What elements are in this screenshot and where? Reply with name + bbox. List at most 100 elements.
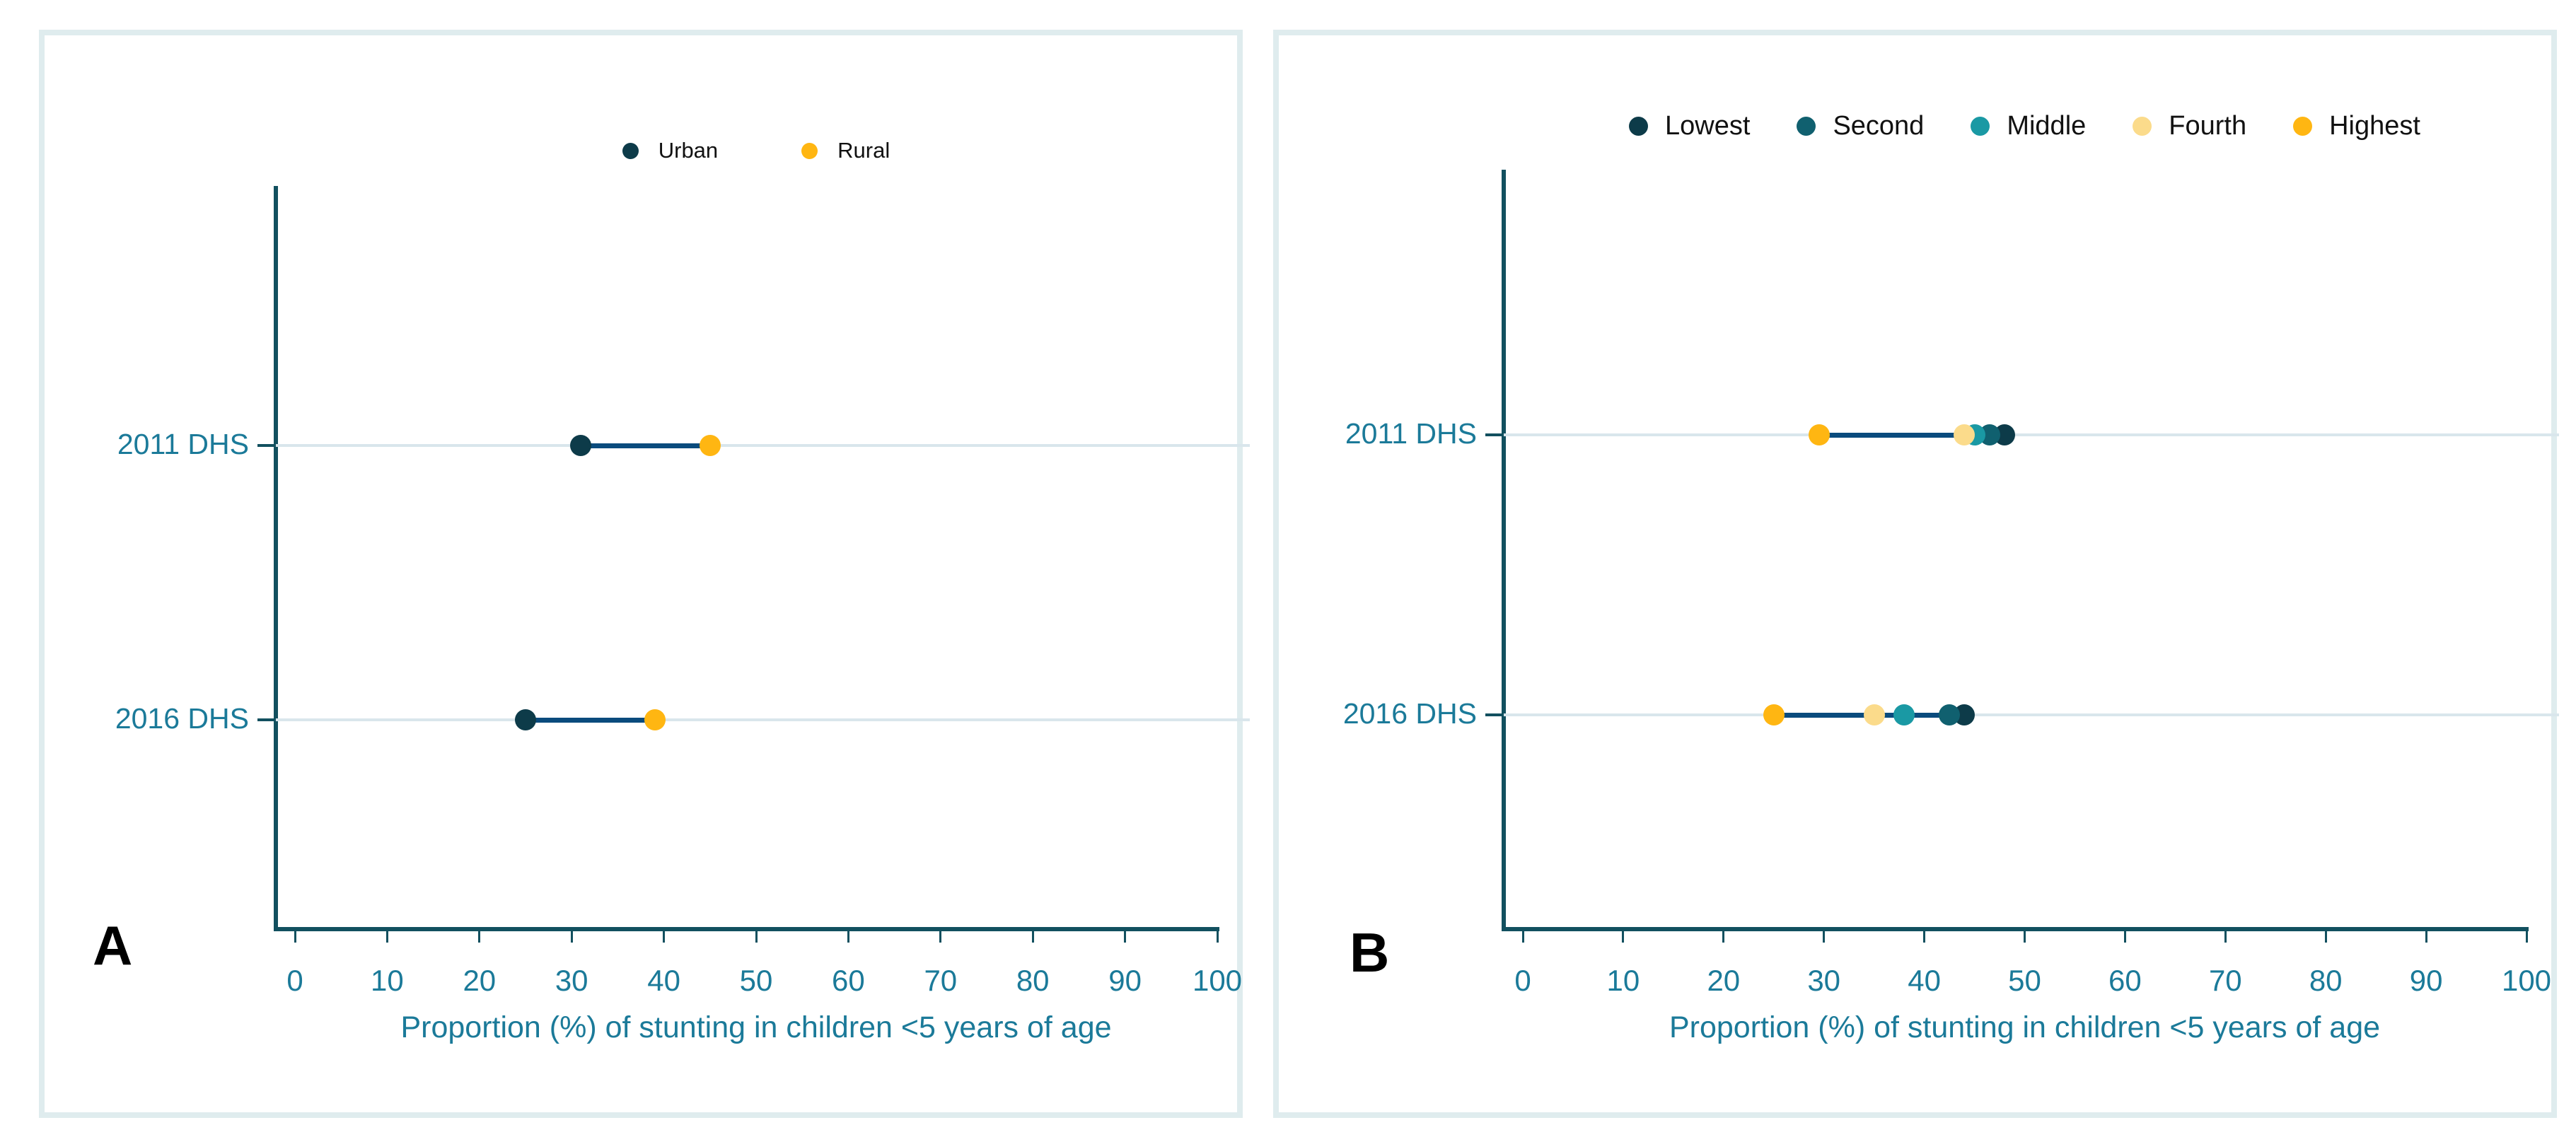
legend-item-highest: Highest: [2293, 111, 2420, 141]
x-tick-label: 30: [1807, 964, 1841, 997]
x-tick-mark: [294, 931, 296, 943]
x-tick-label: 40: [647, 964, 680, 997]
legend-item-middle: Middle: [1971, 111, 2086, 141]
legend: Lowest Second Middle Fourth Highest: [1523, 106, 2526, 146]
x-tick-label: 0: [286, 964, 303, 997]
legend-label: Middle: [2007, 110, 2087, 141]
legend-label: Highest: [2329, 110, 2420, 141]
x-tick-label: 30: [555, 964, 588, 997]
x-axis-line: [274, 927, 1219, 931]
y-tick-mark: [1485, 433, 1504, 436]
x-tick-label: 20: [463, 964, 497, 997]
x-tick-label: 50: [2008, 964, 2041, 997]
panel-b: Lowest Second Middle Fourth Highest 0 10 20 30 40…: [1273, 30, 2559, 1118]
category-gridline: [1504, 433, 2559, 436]
legend-dot-icon: [1629, 116, 1649, 136]
legend-label: Second: [1833, 110, 1925, 141]
panel-letter: B: [1350, 921, 1390, 984]
x-tick-mark: [755, 931, 758, 943]
legend-item-second: Second: [1797, 111, 1924, 141]
x-tick-mark: [847, 931, 849, 943]
legend-dot-icon: [801, 142, 818, 159]
x-tick-label: 50: [739, 964, 773, 997]
x-tick-mark: [478, 931, 481, 943]
panel-a-plot-area: Urban Rural 0 10 20 30 40 50 60 70 80 90 100 Proporti…: [45, 35, 1250, 1112]
legend-item-lowest: Lowest: [1629, 111, 1750, 141]
x-tick-mark: [1622, 931, 1625, 943]
x-tick-mark: [663, 931, 666, 943]
legend-item-fourth: Fourth: [2133, 111, 2246, 141]
legend-dot-icon: [2133, 116, 2152, 136]
x-tick-mark: [1031, 931, 1034, 943]
category-label: 2016 DHS: [1342, 697, 1477, 730]
x-tick-mark: [2123, 931, 2126, 943]
legend-dot-icon: [622, 142, 639, 159]
x-tick-mark: [939, 931, 942, 943]
category-gridline: [276, 444, 1250, 447]
legend-label: Urban: [658, 138, 719, 163]
axis-title: Proportion (%) of stunting in children <…: [400, 1010, 1112, 1044]
x-tick-label: 100: [2501, 964, 2552, 997]
legend-label: Fourth: [2169, 110, 2247, 141]
x-tick-mark: [1722, 931, 1725, 943]
data-point-highest-2011: [1808, 424, 1830, 445]
x-tick-mark: [570, 931, 573, 943]
x-axis-line: [1502, 927, 2529, 931]
legend-label: Rural: [837, 138, 890, 163]
x-tick-label: 0: [1514, 964, 1531, 997]
category-label: 2011 DHS: [117, 428, 249, 460]
data-point-middle-2016: [1893, 704, 1915, 725]
legend: Urban Rural: [295, 133, 1217, 168]
x-tick-mark: [385, 931, 388, 943]
x-tick-label: 70: [924, 964, 958, 997]
axis-title: Proportion (%) of stunting in children <…: [1669, 1010, 2381, 1044]
data-point-second-2016: [1939, 704, 1961, 725]
x-tick-mark: [1823, 931, 1826, 943]
y-tick-mark: [1485, 713, 1504, 716]
connector-line: [526, 717, 655, 723]
x-tick-mark: [1923, 931, 1926, 943]
x-tick-label: 10: [371, 964, 404, 997]
legend-item-urban: Urban: [622, 138, 718, 163]
x-tick-label: 80: [1016, 964, 1050, 997]
legend-dot-icon: [1797, 116, 1816, 136]
x-tick-label: 90: [2409, 964, 2443, 997]
x-tick-label: 60: [832, 964, 865, 997]
x-tick-mark: [1521, 931, 1524, 943]
x-tick-mark: [1216, 931, 1219, 943]
panel-a: Urban Rural 0 10 20 30 40 50 60 70 80 90 100 Proporti…: [39, 30, 1250, 1118]
y-axis-line: [1502, 170, 1506, 927]
data-point-rural-2011: [699, 435, 721, 456]
x-tick-mark: [2224, 931, 2227, 943]
category-gridline: [1504, 713, 2559, 716]
connector-line: [1818, 432, 2005, 438]
data-point-rural-2016: [644, 709, 666, 730]
x-tick-label: 70: [2208, 964, 2242, 997]
y-axis-line: [274, 186, 278, 927]
x-tick-label: 90: [1108, 964, 1142, 997]
data-point-fourth-2011: [1954, 424, 1975, 445]
legend-label: Lowest: [1665, 110, 1751, 141]
data-point-urban-2016: [515, 709, 536, 730]
x-tick-label: 10: [1606, 964, 1640, 997]
x-tick-mark: [2425, 931, 2427, 943]
data-point-fourth-2016: [1863, 704, 1885, 725]
x-tick-label: 60: [2108, 964, 2142, 997]
y-tick-mark: [257, 444, 276, 447]
legend-dot-icon: [2293, 116, 2313, 136]
legend-dot-icon: [1971, 116, 1990, 136]
x-tick-label: 20: [1707, 964, 1741, 997]
data-point-highest-2016: [1763, 704, 1785, 725]
y-tick-mark: [257, 718, 276, 721]
category-label: 2011 DHS: [1345, 417, 1477, 450]
x-tick-label: 40: [1908, 964, 1941, 997]
x-tick-mark: [2525, 931, 2528, 943]
x-tick-label: 80: [2309, 964, 2343, 997]
x-tick-mark: [1124, 931, 1127, 943]
x-tick-mark: [2024, 931, 2026, 943]
x-tick-mark: [2324, 931, 2327, 943]
panel-letter: A: [93, 914, 133, 977]
legend-item-rural: Rural: [801, 138, 890, 163]
x-tick-label: 100: [1192, 964, 1243, 997]
